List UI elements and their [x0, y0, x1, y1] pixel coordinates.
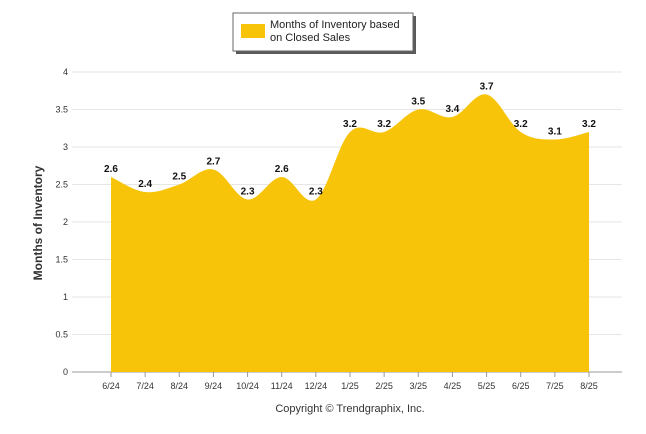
data-label: 3.7 — [480, 82, 494, 93]
x-tick-label: 6/24 — [102, 381, 120, 391]
copyright-text: Copyright © Trendgraphix, Inc. — [275, 403, 424, 415]
legend-swatch — [241, 24, 265, 38]
x-tick-label: 10/24 — [236, 381, 259, 391]
data-label: 3.2 — [377, 119, 391, 130]
data-label: 2.6 — [104, 164, 118, 175]
y-tick-label: 0 — [63, 367, 68, 377]
legend-label-line1: Months of Inventory based — [270, 19, 400, 31]
data-label: 3.1 — [548, 127, 562, 138]
data-label: 2.4 — [138, 179, 152, 190]
data-label: 2.6 — [275, 164, 289, 175]
x-tick-label: 7/25 — [546, 381, 564, 391]
legend[interactable]: Months of Inventory based on Closed Sale… — [232, 12, 416, 54]
y-tick-label: 3.5 — [55, 105, 68, 115]
y-tick-label: 1.5 — [55, 255, 68, 265]
y-tick-label: 2.5 — [55, 180, 68, 190]
x-tick-label: 8/25 — [580, 381, 598, 391]
x-tick-label: 12/24 — [305, 381, 328, 391]
data-label: 2.5 — [172, 172, 186, 183]
x-tick-label: 9/24 — [205, 381, 223, 391]
x-tick-label: 6/25 — [512, 381, 530, 391]
data-label: 2.3 — [241, 187, 255, 198]
y-tick-label: 0.5 — [55, 330, 68, 340]
y-tick-label: 3 — [63, 142, 68, 152]
x-tick-label: 1/25 — [341, 381, 359, 391]
data-label: 2.3 — [309, 187, 323, 198]
data-label: 3.2 — [514, 119, 528, 130]
data-label: 2.7 — [206, 157, 220, 168]
y-tick-label: 2 — [63, 217, 68, 227]
data-label: 3.4 — [445, 104, 459, 115]
y-axis-label: Months of Inventory — [31, 165, 45, 280]
data-labels: 2.6 2.4 2.5 2.7 2.3 2.6 2.3 3.2 3.2 3.5 3.4 3.7 3.2 3… — [104, 82, 596, 198]
y-axis-ticks: 0 0.5 1 1.5 2 2.5 3 3.5 4 — [55, 67, 68, 377]
y-tick-label: 4 — [63, 67, 68, 77]
inventory-area — [111, 94, 589, 372]
x-tick-label: 8/24 — [171, 381, 189, 391]
data-label: 3.2 — [343, 119, 357, 130]
data-label: 3.2 — [582, 119, 596, 130]
x-tick-label: 5/25 — [478, 381, 496, 391]
x-tick-label: 11/24 — [271, 381, 293, 391]
x-axis-ticks: 6/24 7/24 8/24 9/24 10/24 11/24 12/24 1/25 2/25 3… — [102, 372, 598, 391]
x-tick-label: 3/25 — [410, 381, 428, 391]
x-tick-label: 2/25 — [375, 381, 393, 391]
legend-label-line2: on Closed Sales — [270, 32, 351, 44]
x-tick-label: 4/25 — [444, 381, 462, 391]
x-tick-label: 7/24 — [136, 381, 154, 391]
y-tick-label: 1 — [63, 292, 68, 302]
data-label: 3.5 — [411, 97, 425, 108]
